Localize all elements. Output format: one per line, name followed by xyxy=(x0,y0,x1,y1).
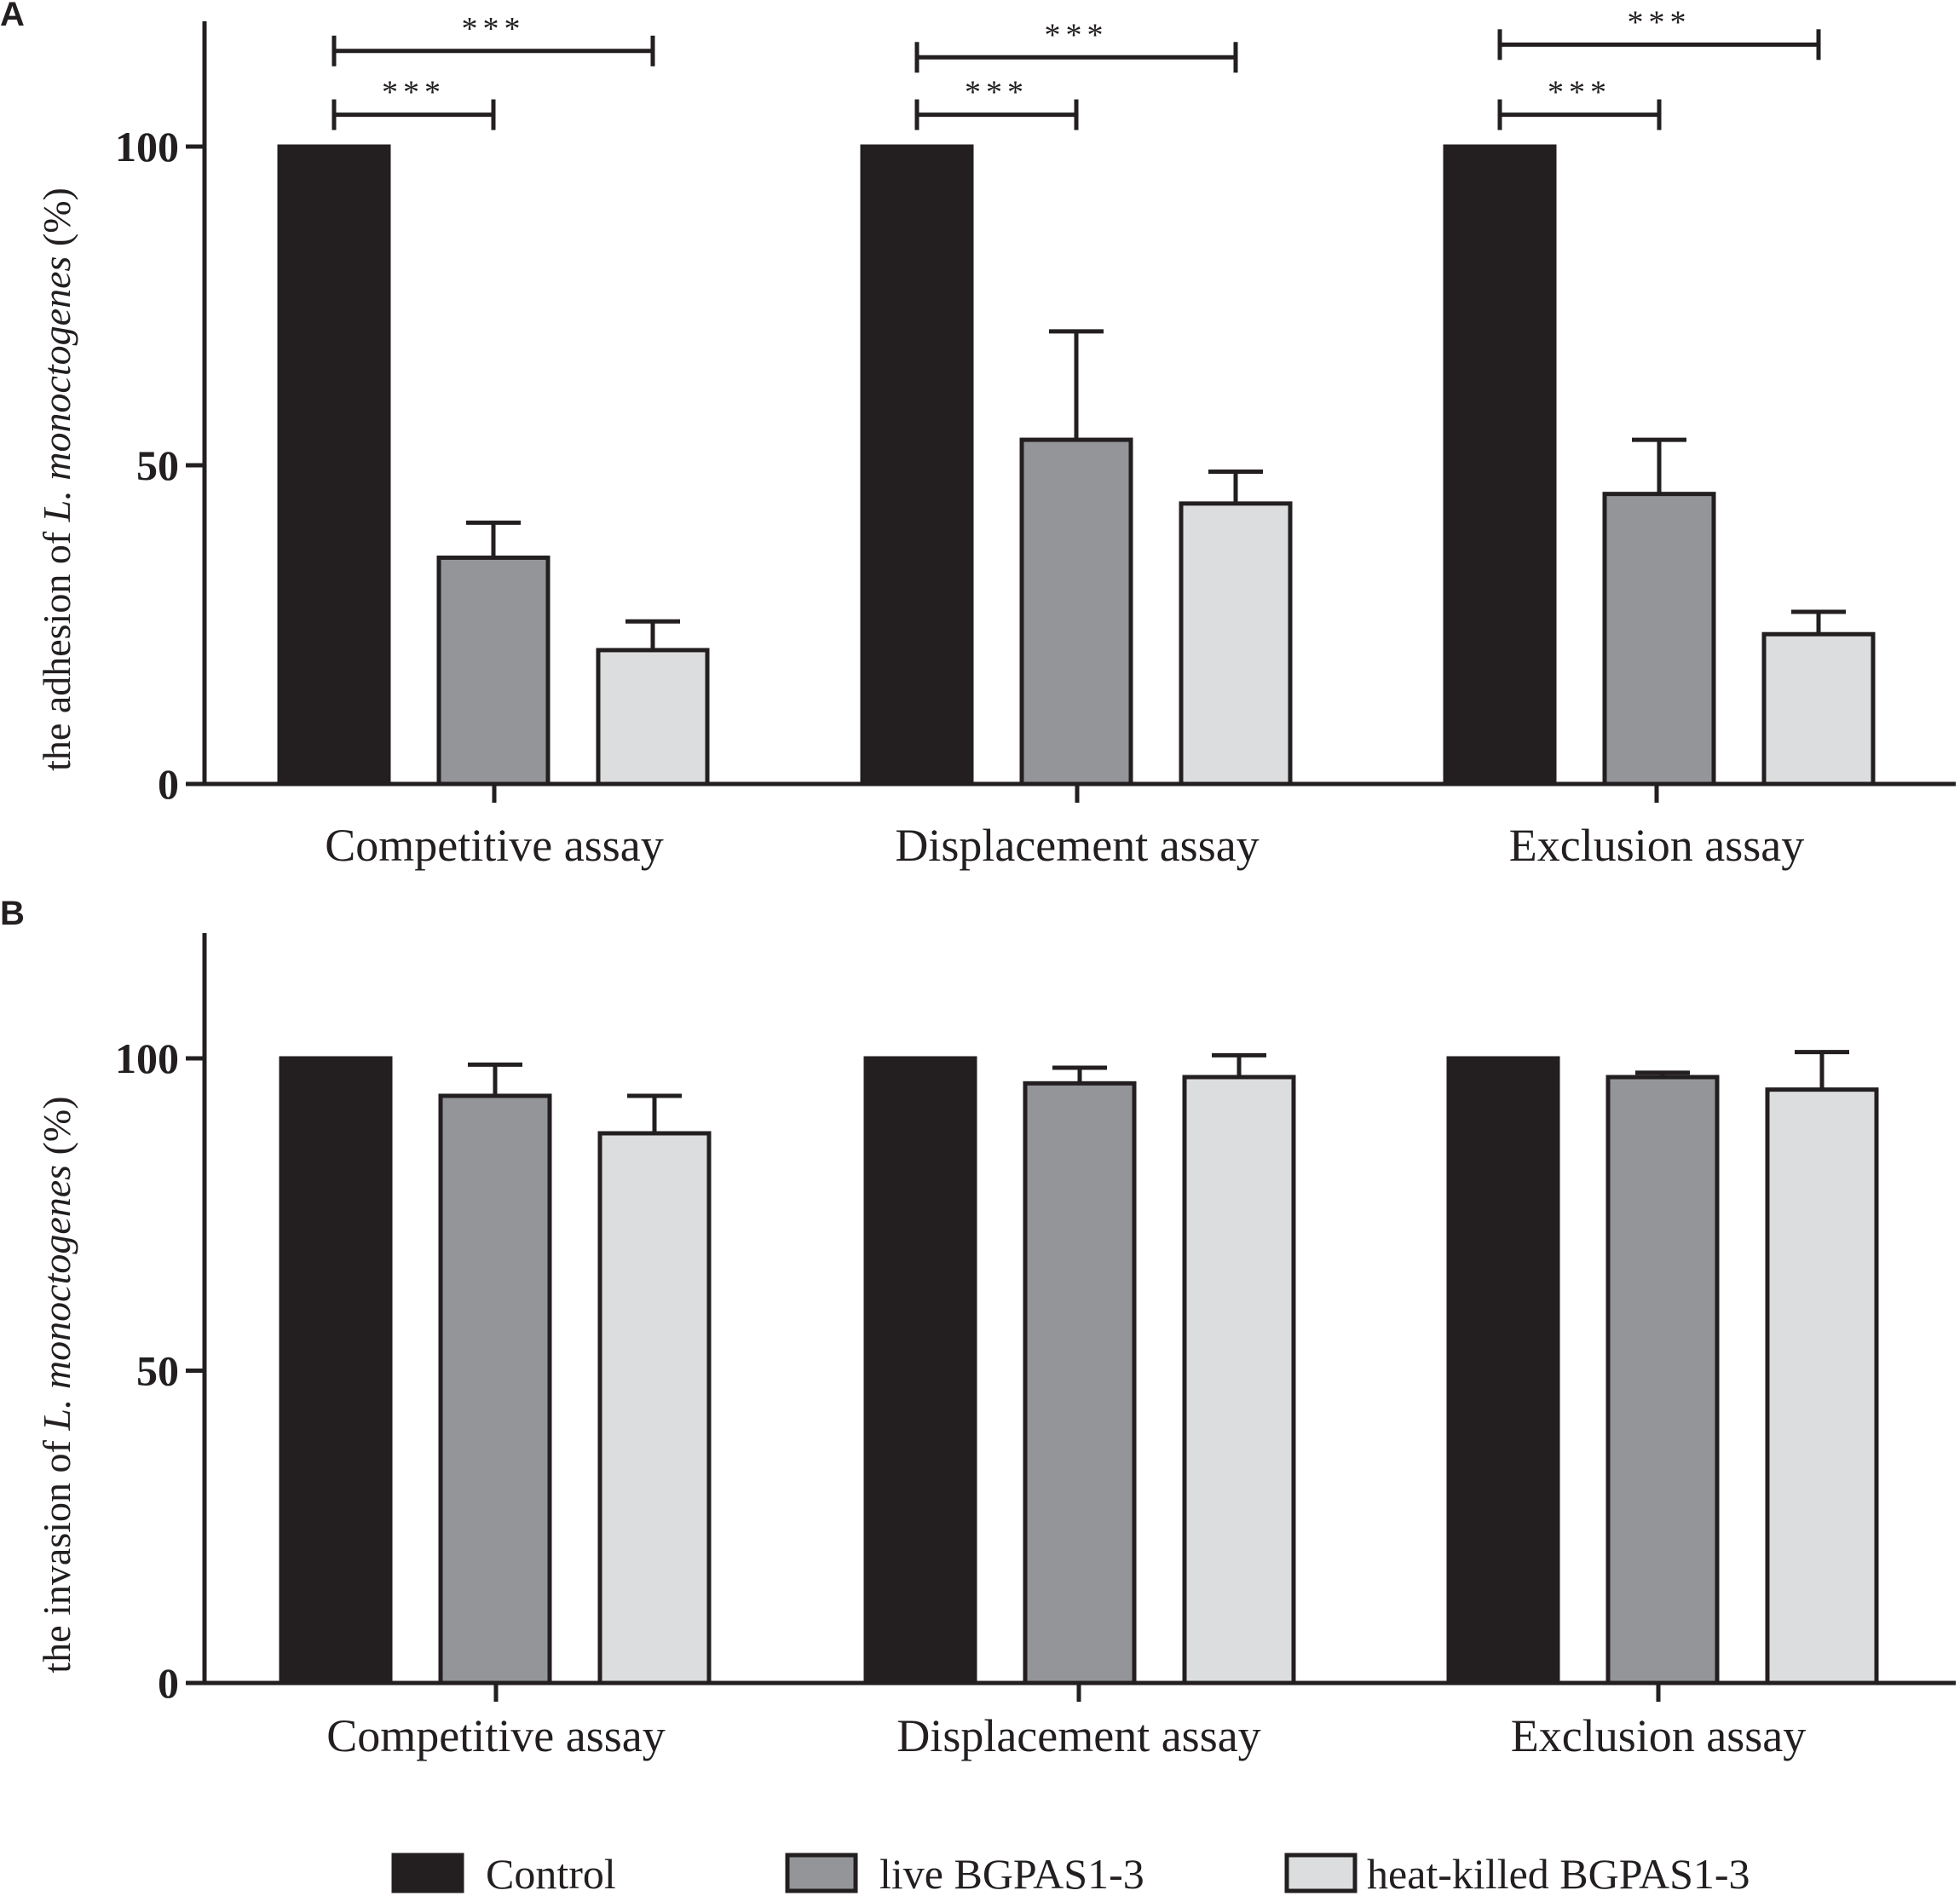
y-tick-label-50: 50 xyxy=(136,441,179,489)
bar-live-bgpas1-3-displacement-assay xyxy=(1023,1081,1137,1686)
y-tick-label-0: 0 xyxy=(158,1659,179,1707)
y-axis-label: the invasion of L. monoctogenes (%) xyxy=(35,1096,78,1673)
y-tick-label-0: 0 xyxy=(158,760,179,808)
legend-label-control: Control xyxy=(486,1850,616,1896)
bar-control-competitive-assay xyxy=(277,144,391,787)
bar-heat-killed-bgpas1-3-exclusion-assay xyxy=(1761,631,1876,787)
bar-control-competitive-assay xyxy=(279,1056,393,1686)
y-tick-label-100: 100 xyxy=(115,123,179,170)
panel-a: A 0 50 100 the adhesion of L. monoctogenes (… xyxy=(0,0,1956,871)
legend-swatch-heat-killed-bgpas1-3 xyxy=(1284,1853,1358,1893)
panel-letter: A xyxy=(0,0,25,33)
bar-live-bgpas1-3-competitive-assay xyxy=(436,555,551,787)
legend-label-heat-killed-bgpas1-3: heat-killed BGPAS1-3 xyxy=(1367,1850,1750,1896)
bar-control-exclusion-assay xyxy=(1446,1056,1560,1686)
x-tick-label-displacement-assay: Displacement assay xyxy=(895,820,1259,871)
x-tick-label-displacement-assay: Displacement assay xyxy=(896,1710,1260,1761)
legend: Control live BGPAS1-3 heat-killed BGPAS1-3 xyxy=(391,1850,1750,1896)
significance-bracket-4: *** xyxy=(1497,75,1662,130)
y-tick-label-50: 50 xyxy=(136,1347,179,1395)
significance-label: *** xyxy=(965,75,1029,111)
legend-label-live-bgpas1-3: live BGPAS1-3 xyxy=(879,1850,1144,1896)
significance-bracket-0: *** xyxy=(331,75,496,130)
x-tick-label-competitive-assay: Competitive assay xyxy=(325,820,663,871)
legend-swatch-control xyxy=(391,1853,464,1893)
significance-bracket-3: *** xyxy=(914,17,1238,73)
bar-heat-killed-bgpas1-3-displacement-assay xyxy=(1182,1075,1296,1686)
bar-live-bgpas1-3-exclusion-assay xyxy=(1605,1075,1720,1686)
x-tick-label-competitive-assay: Competitive assay xyxy=(326,1710,665,1761)
significance-bracket-5: *** xyxy=(1497,4,1821,61)
panel-letter: B xyxy=(0,895,25,932)
y-tick-label-100: 100 xyxy=(115,1034,179,1082)
significance-label: *** xyxy=(1045,17,1109,53)
bar-live-bgpas1-3-exclusion-assay xyxy=(1602,492,1716,787)
bar-heat-killed-bgpas1-3-exclusion-assay xyxy=(1765,1087,1879,1686)
y-axis-label: the adhesion of L. monoctogenes (%) xyxy=(35,187,78,771)
bar-live-bgpas1-3-competitive-assay xyxy=(438,1093,552,1686)
panel-b: B 0 50 100 the invasion of L. monoctogenes (… xyxy=(0,895,1956,1761)
significance-bracket-2: *** xyxy=(914,75,1079,130)
significance-label: *** xyxy=(1548,75,1611,111)
bar-control-displacement-assay xyxy=(860,144,974,787)
significance-label: *** xyxy=(382,75,446,111)
significance-label: *** xyxy=(462,11,526,47)
bar-heat-killed-bgpas1-3-competitive-assay xyxy=(597,1131,712,1686)
x-tick-label-exclusion-assay: Exclusion assay xyxy=(1509,820,1804,871)
legend-swatch-live-bgpas1-3 xyxy=(785,1853,858,1893)
bar-heat-killed-bgpas1-3-displacement-assay xyxy=(1179,501,1293,787)
bar-control-displacement-assay xyxy=(863,1056,977,1686)
significance-label: *** xyxy=(1628,4,1692,40)
bar-control-exclusion-assay xyxy=(1443,144,1557,787)
bar-live-bgpas1-3-displacement-assay xyxy=(1019,437,1133,787)
bar-heat-killed-bgpas1-3-competitive-assay xyxy=(596,648,710,787)
x-tick-label-exclusion-assay: Exclusion assay xyxy=(1511,1710,1806,1761)
significance-bracket-1: *** xyxy=(331,11,655,66)
